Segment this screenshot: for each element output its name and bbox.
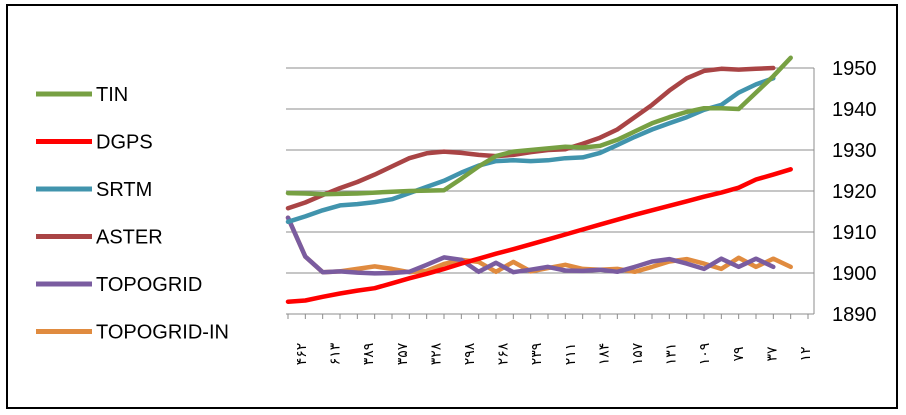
x-tick-label: ۲۱۱ bbox=[563, 343, 579, 366]
chart-frame: ۴۶۲ ۶۱۳ ۳۸۹ ۳۵۷ ۳۲۸ ۲۹۸ ۲۶۸ ۲۳۹ ۲۱۱ ۱۸۴ ۱۵۷ ۱۳۱ ۱۰۹ ۷… bbox=[6, 4, 898, 409]
legend-label-dgps: DGPS bbox=[96, 132, 153, 154]
x-tick-label: ۶۱۳ bbox=[328, 342, 344, 365]
line-chart: ۴۶۲ ۶۱۳ ۳۸۹ ۳۵۷ ۳۲۸ ۲۹۸ ۲۶۸ ۲۳۹ ۲۱۱ ۱۸۴ ۱۵۷ ۱۳۱ ۱۰۹ ۷… bbox=[36, 55, 877, 366]
y-tick-label: 1900 bbox=[832, 263, 877, 285]
y-tick-label: 1940 bbox=[832, 99, 877, 121]
series-line-dgps bbox=[285, 167, 793, 304]
x-tick-label: ۳۸۹ bbox=[361, 343, 377, 366]
series-line-tin bbox=[285, 55, 793, 197]
legend-label-srtm: SRTM bbox=[96, 179, 152, 201]
x-tick-label: ۱۸۴ bbox=[596, 343, 612, 366]
x-tick-label: ۱۲ bbox=[798, 346, 814, 361]
series-line-srtm bbox=[285, 76, 776, 225]
x-tick-label: ۱۳۱ bbox=[664, 343, 680, 366]
y-tick-label: 1910 bbox=[832, 222, 877, 244]
y-tick-label: 1920 bbox=[832, 181, 877, 203]
legend-label-tin: TIN bbox=[96, 84, 128, 106]
x-tick-label: ۱۵۷ bbox=[630, 342, 646, 365]
legend-label-topogrid: TOPOGRID bbox=[96, 274, 202, 296]
x-tick-label: ۷۹ bbox=[731, 346, 747, 361]
legend-label-topogrid-in: TOPOGRID-IN bbox=[96, 322, 229, 344]
x-tick-label: ۴۶۲ bbox=[294, 343, 310, 366]
series-line-aster bbox=[285, 65, 776, 211]
series-line-topogrid bbox=[285, 215, 776, 276]
x-tick-label: ۳۵۷ bbox=[395, 342, 411, 365]
x-tick-label: ۱۰۹ bbox=[697, 343, 713, 366]
y-tick-label: 1930 bbox=[832, 140, 877, 162]
x-tick-label: ۲۶۸ bbox=[496, 342, 512, 365]
y-tick-label: 1890 bbox=[832, 304, 877, 326]
series-lines bbox=[285, 55, 793, 304]
y-axis: 1890 1900 1910 1920 1930 1940 1950 bbox=[813, 58, 877, 326]
legend: TIN DGPS SRTM ASTER TOPOGRID TOPOGRID-IN bbox=[36, 84, 229, 344]
x-axis: ۴۶۲ ۶۱۳ ۳۸۹ ۳۵۷ ۳۲۸ ۲۹۸ ۲۶۸ ۲۳۹ ۲۱۱ ۱۸۴ ۱۵۷ ۱۳۱ ۱۰۹ ۷… bbox=[287, 314, 814, 366]
x-tick-label: ۲۹۸ bbox=[462, 342, 478, 365]
x-tick-label: ۳۷ bbox=[764, 346, 780, 362]
legend-label-aster: ASTER bbox=[96, 227, 163, 249]
x-tick-label: ۲۳۹ bbox=[529, 343, 545, 366]
x-tick-label: ۳۲۸ bbox=[428, 342, 444, 365]
y-tick-label: 1950 bbox=[832, 58, 877, 80]
